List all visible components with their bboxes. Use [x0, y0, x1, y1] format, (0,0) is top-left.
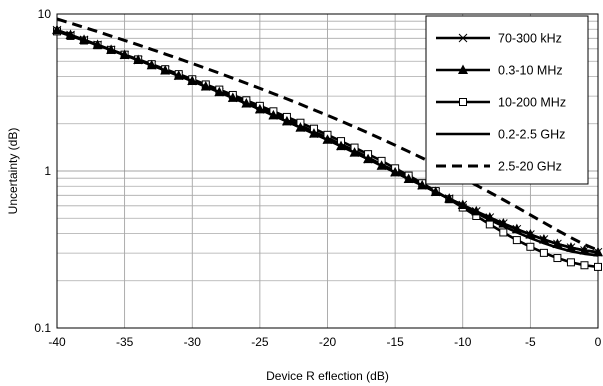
x-tick-label: -10: [454, 335, 472, 349]
triangle-marker: [403, 173, 414, 183]
triangle-marker: [525, 229, 536, 239]
legend-entry-label: 70-300 kHz: [498, 32, 562, 46]
x-tick-label: -35: [116, 335, 134, 349]
triangle-marker: [579, 244, 590, 255]
triangle-marker: [511, 223, 522, 234]
square-marker: [539, 248, 548, 257]
square-marker: [526, 242, 535, 251]
x-tick-label: 0: [595, 335, 602, 349]
triangle-marker: [268, 109, 279, 120]
triangle-marker: [484, 212, 495, 222]
series-group: [52, 17, 603, 271]
y-tick-label: 1: [44, 164, 51, 178]
x-marker: [458, 33, 468, 43]
legend-entry-label: 2.5-20 GHz: [498, 160, 562, 174]
triangle-marker: [498, 218, 509, 228]
square-marker: [553, 254, 562, 263]
legend-entry-label: 0.2-2.5 GHz: [498, 128, 565, 142]
triangle-marker: [430, 186, 441, 196]
x-tick-label: -25: [251, 335, 269, 349]
triangle-marker: [214, 86, 225, 97]
square-marker: [594, 262, 602, 271]
triangle-marker: [254, 103, 265, 114]
triangle-marker: [593, 246, 603, 257]
triangle-marker: [52, 24, 62, 35]
triangle-marker: [336, 140, 347, 151]
triangle-marker: [160, 64, 171, 75]
triangle-marker: [200, 81, 211, 91]
square-marker: [485, 220, 494, 229]
x-tick-labels: -40 -35 -30 -25 -20 -15 -10 -5 0: [48, 335, 601, 349]
series-line: [56, 17, 599, 252]
square-marker: [499, 228, 508, 237]
triangle-marker: [227, 92, 238, 102]
triangle-marker: [187, 75, 198, 86]
triangle-marker: [444, 193, 455, 203]
legend: 70-300 kHz 0.3-10 MHz 10-200 MHz 0.2-2.5 GH…: [425, 15, 589, 185]
triangle-marker: [552, 238, 563, 248]
triangle-marker: [146, 59, 157, 70]
legend-box: [425, 15, 589, 185]
y-tick-labels: 0.1 1 10: [34, 7, 51, 335]
triangle-marker: [390, 166, 401, 177]
triangle-marker: [458, 64, 468, 74]
triangle-marker: [106, 44, 117, 54]
triangle-marker: [241, 98, 252, 108]
plot-frame: [56, 13, 599, 329]
square-marker: [580, 261, 589, 270]
y-tick-label: 10: [38, 7, 52, 21]
y-tick-label: 0.1: [34, 321, 51, 335]
triangle-marker: [471, 205, 482, 216]
x-tick-label: -40: [48, 335, 66, 349]
triangle-marker: [79, 34, 90, 44]
triangle-marker: [349, 147, 360, 157]
triangle-marker: [363, 153, 374, 164]
square-marker: [459, 98, 467, 106]
x-axis-label: Device R eflection (dB): [266, 369, 389, 383]
x-tick-label: -20: [319, 335, 337, 349]
triangle-marker: [92, 39, 103, 49]
triangle-marker: [65, 29, 76, 39]
triangle-marker: [376, 160, 387, 170]
triangle-marker: [308, 128, 319, 138]
triangle-marker: [119, 49, 130, 60]
triangle-marker: [417, 179, 428, 190]
triangle-marker: [565, 242, 576, 252]
legend-entry-label: 0.3-10 MHz: [498, 64, 563, 78]
x-tick-label: -30: [184, 335, 202, 349]
triangle-marker: [173, 70, 184, 80]
x-tick-label: -5: [525, 335, 536, 349]
triangle-marker: [295, 122, 306, 132]
x-tick-label: -15: [386, 335, 404, 349]
square-marker: [512, 236, 521, 245]
square-marker: [566, 258, 575, 267]
legend-entry-label: 10-200 MHz: [498, 96, 566, 110]
triangle-marker: [133, 54, 144, 65]
triangle-marker: [457, 199, 468, 210]
triangle-marker: [322, 134, 333, 144]
y-axis-label: Uncertainty (dB): [6, 128, 20, 215]
triangle-marker: [281, 115, 292, 126]
triangle-marker: [538, 234, 549, 244]
